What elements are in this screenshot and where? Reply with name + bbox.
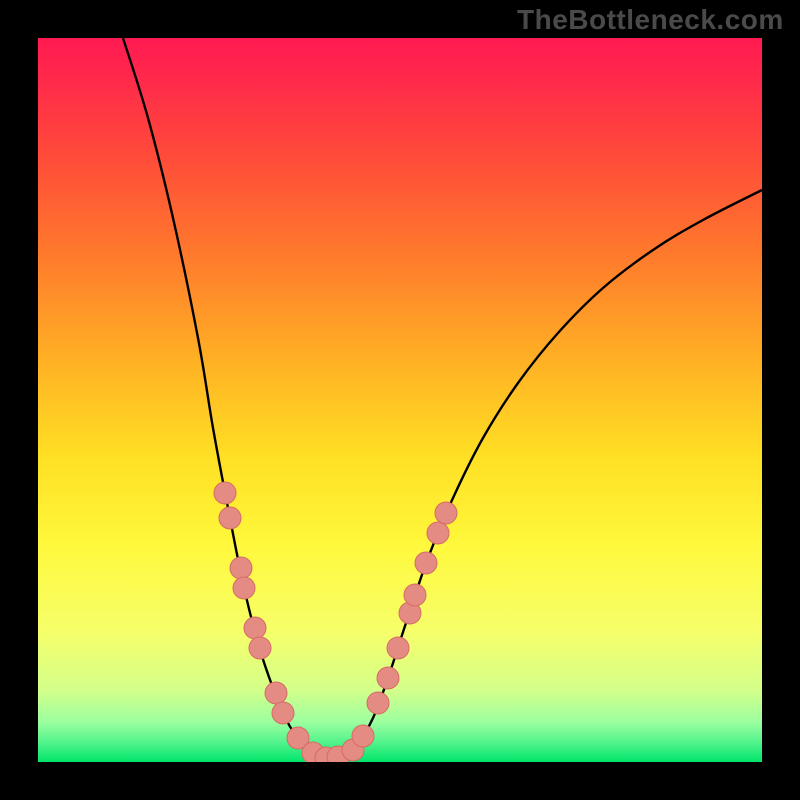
plot-area: [38, 38, 762, 769]
curve-marker: [435, 502, 457, 524]
curve-marker: [415, 552, 437, 574]
curve-marker: [352, 725, 374, 747]
curve-marker: [377, 667, 399, 689]
curve-marker: [214, 482, 236, 504]
watermark-text: TheBottleneck.com: [517, 4, 784, 36]
curve-marker: [230, 557, 252, 579]
curve-marker: [219, 507, 241, 529]
curve-marker: [367, 692, 389, 714]
curve-marker: [265, 682, 287, 704]
curve-marker: [272, 702, 294, 724]
curve-marker: [387, 637, 409, 659]
curve-marker: [249, 637, 271, 659]
chart-svg: [0, 0, 800, 800]
curve-marker: [427, 522, 449, 544]
chart-frame: [0, 0, 800, 800]
curve-marker: [244, 617, 266, 639]
curve-marker: [233, 577, 255, 599]
curve-marker: [404, 584, 426, 606]
